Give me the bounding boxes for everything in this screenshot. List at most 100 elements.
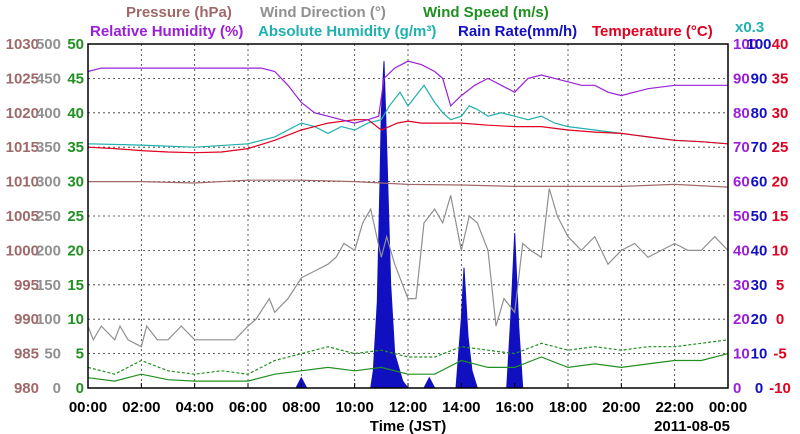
y-tick-wind_dir: 200 bbox=[36, 242, 61, 259]
y-tick-rh: 50 bbox=[733, 208, 750, 225]
x-tick-label: 06:00 bbox=[229, 399, 267, 416]
y-tick-wind_speed: 45 bbox=[67, 70, 84, 87]
y-tick-temp: 25 bbox=[772, 139, 789, 156]
y-tick-wind_dir: 400 bbox=[36, 105, 61, 122]
x-tick-label: 20:00 bbox=[602, 399, 640, 416]
y-tick-rain: 0 bbox=[755, 380, 763, 397]
legend-scale-note: x0.3 bbox=[735, 19, 764, 36]
y-tick-pressure: 995 bbox=[14, 277, 39, 294]
y-tick-wind_dir: 0 bbox=[53, 380, 61, 397]
y-tick-wind_dir: 250 bbox=[36, 208, 61, 225]
y-tick-rh: 0 bbox=[733, 380, 741, 397]
y-tick-pressure: 1005 bbox=[6, 208, 39, 225]
y-tick-wind_speed: 35 bbox=[67, 139, 84, 156]
y-tick-rain: 90 bbox=[751, 70, 768, 87]
x-tick-label: 00:00 bbox=[709, 399, 747, 416]
y-tick-wind_dir: 50 bbox=[44, 346, 61, 363]
y-tick-rh: 70 bbox=[733, 139, 750, 156]
legend-wind-speed: Wind Speed (m/s) bbox=[423, 4, 549, 21]
y-tick-pressure: 1025 bbox=[6, 70, 39, 87]
series-wind_dir bbox=[87, 188, 729, 348]
y-tick-rh: 20 bbox=[733, 311, 750, 328]
y-tick-pressure: 990 bbox=[14, 311, 39, 328]
x-tick-label: 04:00 bbox=[175, 399, 213, 416]
y-tick-temp: 30 bbox=[772, 105, 789, 122]
x-tick-label: 18:00 bbox=[549, 399, 587, 416]
x-tick-label: 22:00 bbox=[655, 399, 693, 416]
y-tick-wind_speed: 0 bbox=[76, 380, 84, 397]
y-tick-pressure: 1010 bbox=[6, 174, 39, 191]
x-tick-label: 14:00 bbox=[442, 399, 480, 416]
y-tick-wind_speed: 40 bbox=[67, 105, 84, 122]
y-tick-temp: 40 bbox=[772, 36, 789, 53]
x-tick-label: 08:00 bbox=[282, 399, 320, 416]
y-tick-rain: 70 bbox=[751, 139, 768, 156]
y-tick-rain: 80 bbox=[751, 105, 768, 122]
y-tick-wind_speed: 10 bbox=[67, 311, 84, 328]
y-tick-temp: -10 bbox=[769, 380, 791, 397]
x-axis-title: Time (JST) bbox=[370, 418, 446, 434]
y-tick-rain: 30 bbox=[751, 277, 768, 294]
legend-pressure: Pressure (hPa) bbox=[126, 4, 232, 21]
y-tick-wind_dir: 150 bbox=[36, 277, 61, 294]
grid bbox=[88, 44, 728, 388]
legend-rain-rate: Rain Rate(mm/h) bbox=[458, 23, 577, 40]
y-tick-pressure: 1000 bbox=[6, 242, 39, 259]
y-tick-pressure: 980 bbox=[14, 380, 39, 397]
axes-layer: 9809859909951000100510101015102010251030… bbox=[6, 36, 791, 397]
y-tick-rain: 100 bbox=[746, 36, 771, 53]
legend-absolute-humidity: Absolute Humidity (g/m³) bbox=[258, 23, 436, 40]
y-tick-rh: 90 bbox=[733, 70, 750, 87]
y-tick-wind_speed: 15 bbox=[67, 277, 84, 294]
y-tick-wind_speed: 5 bbox=[76, 346, 84, 363]
y-tick-rh: 30 bbox=[733, 277, 750, 294]
legend-relative-humidity: Relative Humidity (%) bbox=[90, 23, 243, 40]
y-tick-temp: 20 bbox=[772, 174, 789, 191]
y-tick-wind_speed: 20 bbox=[67, 242, 84, 259]
y-tick-rain: 60 bbox=[751, 174, 768, 191]
y-tick-wind_speed: 30 bbox=[67, 174, 84, 191]
x-tick-label: 00:00 bbox=[69, 399, 107, 416]
y-tick-wind_speed: 25 bbox=[67, 208, 84, 225]
x-tick-label: 12:00 bbox=[389, 399, 427, 416]
y-tick-temp: -5 bbox=[773, 346, 786, 363]
series-pressure bbox=[88, 179, 729, 188]
x-tick-label: 16:00 bbox=[495, 399, 533, 416]
y-tick-wind_dir: 300 bbox=[36, 174, 61, 191]
series-ah bbox=[87, 84, 729, 148]
y-tick-wind_dir: 350 bbox=[36, 139, 61, 156]
y-tick-rain: 20 bbox=[751, 311, 768, 328]
y-tick-temp: 35 bbox=[772, 70, 789, 87]
legend-temperature: Temperature (°C) bbox=[592, 23, 713, 40]
y-tick-rh: 100 bbox=[733, 36, 758, 53]
series-wind_gust bbox=[87, 339, 729, 375]
series-rh bbox=[87, 60, 728, 124]
y-tick-temp: 0 bbox=[776, 311, 784, 328]
y-tick-pressure: 1015 bbox=[6, 139, 39, 156]
y-tick-rain: 10 bbox=[751, 346, 768, 363]
y-tick-rh: 80 bbox=[733, 105, 750, 122]
x-tick-label: 02:00 bbox=[122, 399, 160, 416]
y-tick-rh: 40 bbox=[733, 242, 750, 259]
y-tick-rh: 10 bbox=[733, 346, 750, 363]
y-tick-rain: 40 bbox=[751, 242, 768, 259]
y-tick-pressure: 1020 bbox=[6, 105, 39, 122]
x-tick-label: 10:00 bbox=[335, 399, 373, 416]
y-tick-rain: 50 bbox=[751, 208, 768, 225]
y-tick-rh: 60 bbox=[733, 174, 750, 191]
y-tick-wind_speed: 50 bbox=[67, 36, 84, 53]
y-tick-pressure: 985 bbox=[14, 346, 39, 363]
y-tick-temp: 15 bbox=[772, 208, 789, 225]
y-tick-pressure: 1030 bbox=[6, 36, 39, 53]
y-tick-temp: 5 bbox=[776, 277, 784, 294]
series-temp bbox=[87, 119, 729, 154]
y-tick-wind_dir: 100 bbox=[36, 311, 61, 328]
legend-wind-direction: Wind Direction (°) bbox=[260, 4, 386, 21]
y-tick-wind_dir: 500 bbox=[36, 36, 61, 53]
y-tick-temp: 10 bbox=[772, 242, 789, 259]
x-axis: 00:00 02:00 04:00 06:00 08:00 10:00 12:00 14:00… bbox=[69, 383, 747, 416]
series-wind_speed bbox=[87, 353, 729, 382]
date-label: 2011-08-05 bbox=[654, 418, 730, 434]
y-tick-wind_dir: 450 bbox=[36, 70, 61, 87]
